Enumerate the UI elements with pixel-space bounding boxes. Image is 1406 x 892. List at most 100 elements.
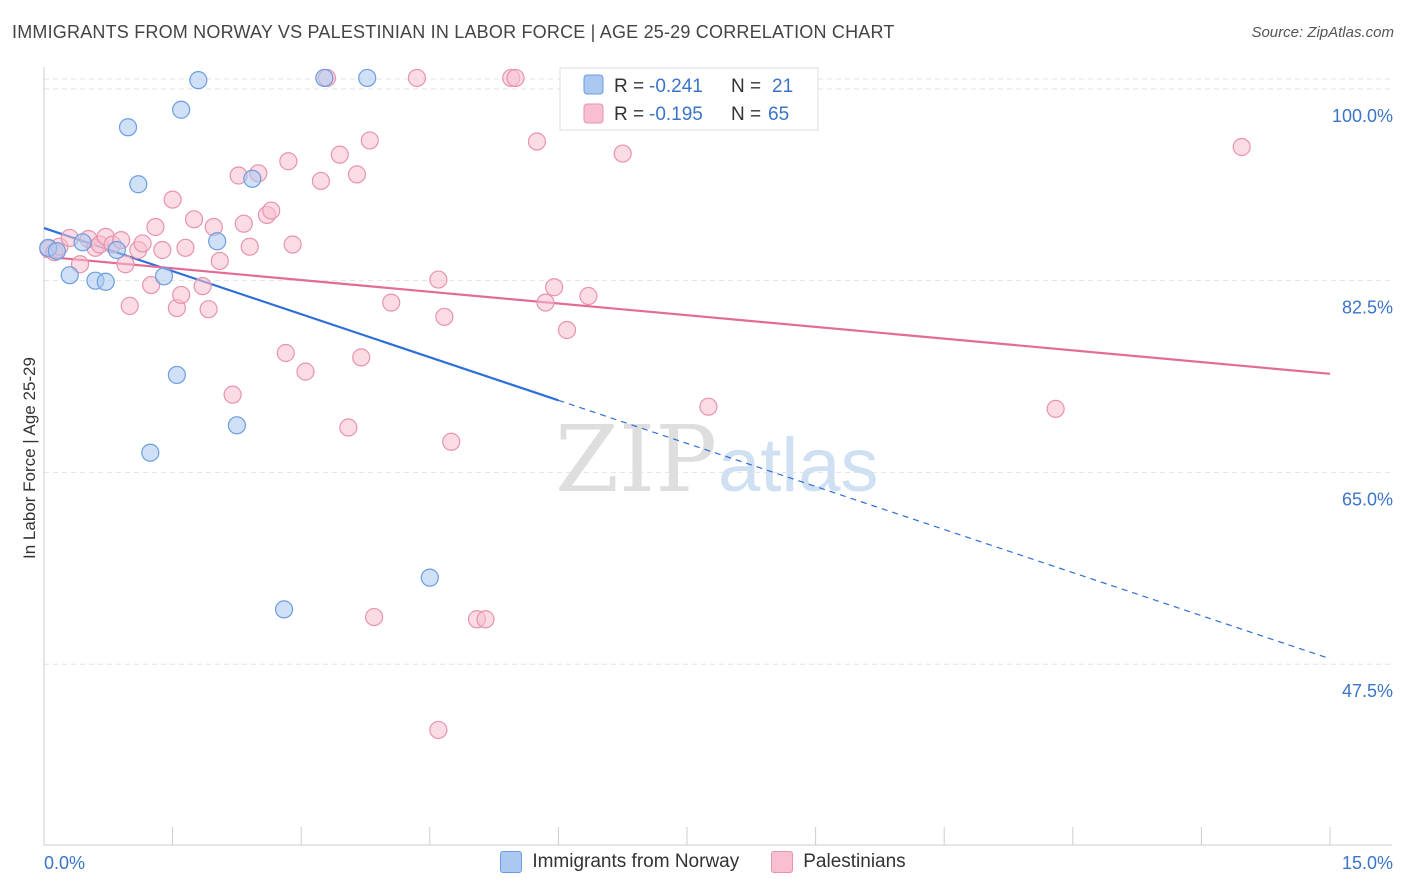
norway-point-17 <box>315 68 334 88</box>
norway-point-8 <box>129 175 148 194</box>
stats-pal-swatch <box>583 103 604 124</box>
palestinian-point-15 <box>142 275 161 295</box>
stats-pal-r-label: R = <box>614 104 644 125</box>
norway-point-10 <box>167 365 186 385</box>
stats-norway-r-label: R = <box>614 76 644 97</box>
norway-point-13 <box>208 232 227 251</box>
palestinian-point-58 <box>545 278 564 297</box>
watermark: ZIP atlas <box>555 406 879 513</box>
norway-point-3 <box>73 233 92 252</box>
palestinian-point-43 <box>352 348 371 367</box>
norway-point-14 <box>227 416 246 435</box>
palestinian-point-38 <box>311 171 331 191</box>
palestinian-point-42 <box>347 165 367 184</box>
stats-pal-n-label: N = <box>731 104 761 125</box>
norway-point-11 <box>172 100 191 119</box>
palestinian-point-20 <box>172 285 191 305</box>
data-points <box>39 68 1251 740</box>
x-tick-label-1: 15.0% <box>1342 853 1393 873</box>
norway-point-15 <box>243 169 262 188</box>
tick-labels: 47.5% 65.0% 82.5% 100.0% 0.0% 15.0% <box>44 106 1393 873</box>
stats-norway-swatch <box>583 74 604 95</box>
trend-lines <box>43 227 1331 660</box>
palestinian-point-33 <box>262 201 281 220</box>
y-tick-label-3: 100.0% <box>1332 106 1393 126</box>
palestinian-point-64 <box>1232 137 1251 157</box>
palestinian-point-56 <box>527 132 547 151</box>
palestinian-point-47 <box>407 68 427 88</box>
norway-point-2 <box>60 266 79 285</box>
palestinian-point-37 <box>296 362 315 381</box>
y-tick-label-2: 82.5% <box>1342 298 1393 318</box>
palestinian-point-16 <box>146 217 165 237</box>
norway-point-5 <box>96 272 115 291</box>
palestinian-point-23 <box>193 277 212 296</box>
chart-title: IMMIGRANTS FROM NORWAY VS PALESTINIAN IN… <box>12 22 895 42</box>
palestinian-point-51 <box>429 720 448 740</box>
stats-norway-n-value: 21 <box>772 76 793 97</box>
axes <box>43 67 1392 846</box>
palestinian-point-57 <box>536 293 555 312</box>
gridlines <box>44 78 1392 665</box>
norway-point-19 <box>420 568 439 587</box>
norway-point-16 <box>274 600 294 619</box>
norway-point-9 <box>154 267 174 286</box>
source-credit: Source: ZipAtlas.com <box>1251 24 1394 41</box>
palestinian-point-53 <box>476 610 495 629</box>
palestinian-point-29 <box>234 214 253 233</box>
palestinian-point-61 <box>613 144 632 163</box>
palestinian-point-11 <box>116 255 135 274</box>
palestinian-point-45 <box>364 607 384 627</box>
palestinian-point-22 <box>184 210 204 229</box>
legend-palestinians-swatch <box>771 851 794 873</box>
palestinian-point-24 <box>199 300 218 319</box>
legend-palestinians-label: Palestinians <box>803 851 906 872</box>
palestinian-point-17 <box>153 240 172 260</box>
legend: Immigrants from Norway Palestinians <box>0 851 1406 873</box>
stats-box: R = -0.241 N = 21 R = -0.195 N = 65 <box>559 67 819 131</box>
trend-line-solid-1 <box>43 255 1331 375</box>
palestinian-point-50 <box>442 432 461 451</box>
stats-pal-n-value: 65 <box>768 104 789 125</box>
x-tick-label-0: 0.0% <box>44 853 85 873</box>
palestinian-point-59 <box>557 320 577 340</box>
trend-line-dashed-0 <box>558 399 1331 660</box>
legend-norway-label: Immigrants from Norway <box>532 851 740 872</box>
palestinian-point-62 <box>699 397 718 416</box>
legend-norway-swatch <box>500 851 523 873</box>
palestinian-point-49 <box>429 270 448 289</box>
palestinian-point-46 <box>382 293 401 312</box>
palestinian-point-21 <box>176 238 195 257</box>
legend-item-palestinians[interactable]: Palestinians <box>771 851 906 873</box>
norway-point-6 <box>107 240 126 260</box>
stats-pal-r-value: -0.195 <box>649 104 703 125</box>
palestinian-point-48 <box>435 307 454 326</box>
y-tick-label-0: 47.5% <box>1342 681 1393 701</box>
palestinian-point-60 <box>579 286 598 306</box>
norway-point-12 <box>189 71 208 90</box>
norway-point-18 <box>358 68 377 88</box>
stats-norway-n-label: N = <box>731 76 761 97</box>
palestinian-point-27 <box>223 385 242 404</box>
palestinian-point-36 <box>283 235 302 254</box>
palestinian-point-18 <box>163 190 182 209</box>
stats-norway-r-value: -0.241 <box>649 76 703 97</box>
watermark-atlas: atlas <box>718 423 879 508</box>
palestinian-point-26 <box>210 251 229 271</box>
palestinian-point-41 <box>339 418 358 437</box>
watermark-zip: ZIP <box>555 406 717 513</box>
palestinian-point-30 <box>240 237 259 256</box>
palestinian-point-55 <box>506 68 525 88</box>
norway-point-7 <box>118 118 138 137</box>
palestinian-point-12 <box>120 296 139 315</box>
palestinian-point-34 <box>276 343 295 363</box>
palestinian-point-44 <box>360 131 379 150</box>
palestinian-point-40 <box>330 145 349 164</box>
y-tick-label-1: 65.0% <box>1342 489 1393 509</box>
palestinian-point-14 <box>133 234 152 253</box>
norway-point-1 <box>47 241 66 261</box>
palestinian-point-35 <box>279 152 298 171</box>
legend-item-norway[interactable]: Immigrants from Norway <box>500 851 739 873</box>
palestinian-point-63 <box>1046 399 1065 418</box>
